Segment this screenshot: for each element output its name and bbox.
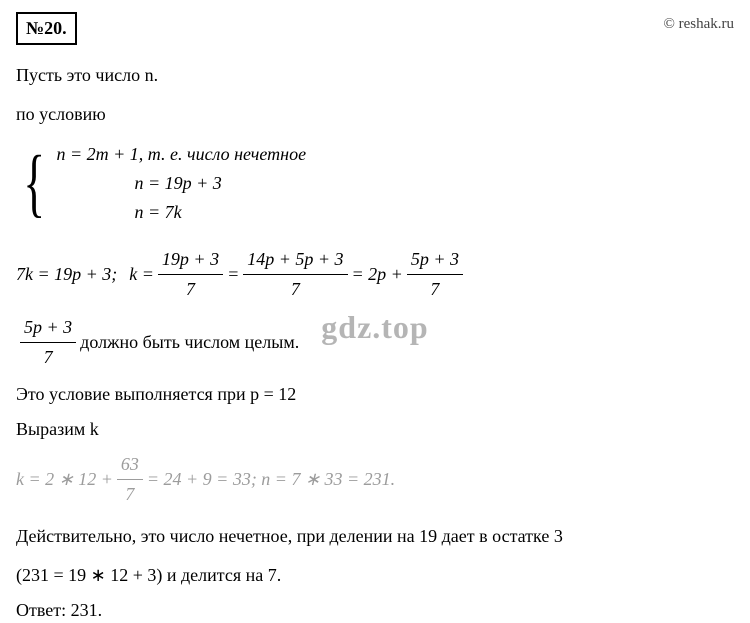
calculation-line: k = 2 ∗ 12 + 63 7 = 24 + 9 = 33; n = 7 ∗… (16, 452, 734, 507)
condition-p-text: Это условие выполняется при p = 12 (16, 382, 734, 407)
verify-line-1: Действительно, это число нечетное, при д… (16, 524, 734, 549)
frac1-num: 19p + 3 (158, 247, 223, 275)
frac3-den: 7 (426, 275, 443, 302)
derivation-line-1: 7k = 19p + 3; k = 19p + 3 7 = 14p + 5p +… (16, 247, 734, 302)
eq-part-k: k = (129, 262, 154, 287)
must-be-integer-text: должно быть числом целым. (80, 330, 299, 355)
express-k-text: Выразим k (16, 417, 734, 442)
system-row-3: n = 7k (56, 200, 306, 225)
integer-condition-line: 5p + 3 7 должно быть числом целым. (16, 315, 734, 370)
eq-part-1: 7k = 19p + 3; (16, 262, 117, 287)
calc-right: = 24 + 9 = 33; n = 7 ∗ 33 = 231. (147, 467, 395, 492)
watermark-top: © reshak.ru (663, 14, 734, 35)
fraction-calc: 63 7 (117, 452, 143, 507)
condition-label: по условию (16, 102, 734, 127)
calc-frac-den: 7 (121, 480, 138, 507)
frac1-den: 7 (182, 275, 199, 302)
calc-frac-num: 63 (117, 452, 143, 480)
condition-p-content: Это условие выполняется при p = 12 (16, 384, 296, 404)
fraction-1: 19p + 3 7 (158, 247, 223, 302)
fraction-4: 5p + 3 7 (20, 315, 76, 370)
answer-text: Ответ: 231. (16, 598, 734, 623)
calc-left: k = 2 ∗ 12 + (16, 467, 113, 492)
eq-sign-1: = (227, 262, 239, 287)
fraction-2: 14p + 5p + 3 7 (243, 247, 347, 302)
brace-icon: { (23, 145, 45, 221)
intro-text: Пусть это число n. (16, 63, 734, 88)
eq-sign-2: = 2p + (352, 262, 403, 287)
frac2-den: 7 (287, 275, 304, 302)
system-row-1: n = 2m + 1, т. е. число нечетное (56, 142, 306, 167)
equation-system: { n = 2m + 1, т. е. число нечетное n = 1… (16, 142, 734, 226)
frac3-num: 5p + 3 (407, 247, 463, 275)
frac4-den: 7 (40, 343, 57, 370)
problem-number: №20. (16, 12, 77, 45)
frac4-num: 5p + 3 (20, 315, 76, 343)
frac2-num: 14p + 5p + 3 (243, 247, 347, 275)
verify-line-2: (231 = 19 ∗ 12 + 3) и делится на 7. (16, 563, 734, 588)
fraction-3: 5p + 3 7 (407, 247, 463, 302)
system-row-2: n = 19p + 3 (56, 171, 306, 196)
